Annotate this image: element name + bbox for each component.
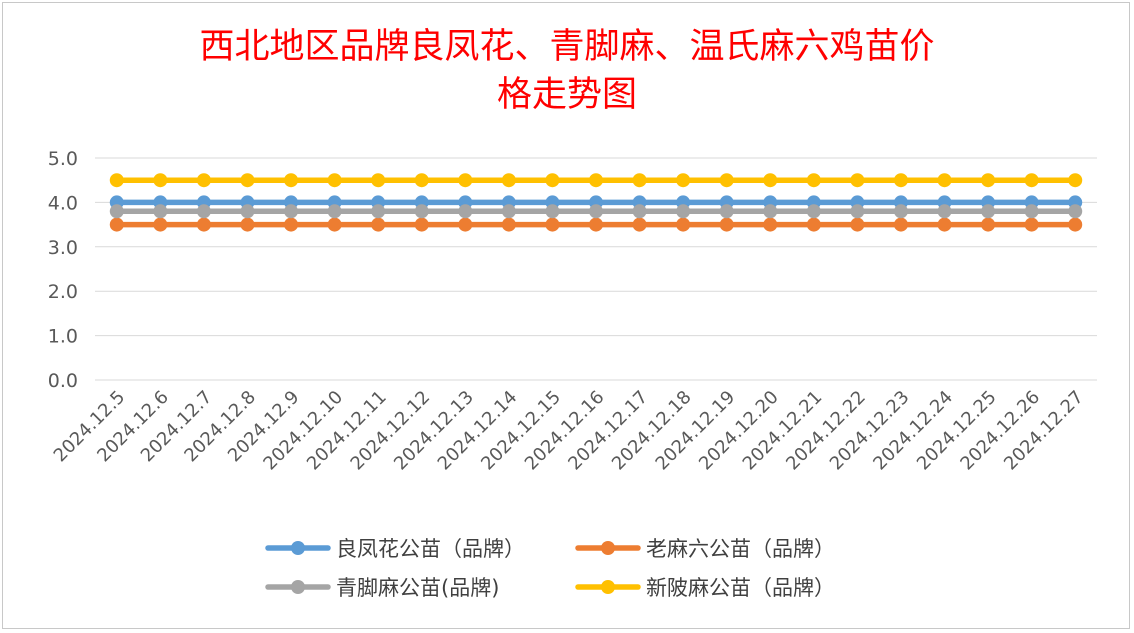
data-point [545,217,560,232]
data-point [109,204,124,219]
data-point [109,217,124,232]
data-point [371,204,386,219]
data-point [719,217,734,232]
legend-label: 老麻六公苗（品牌） [646,537,835,561]
data-point [676,204,691,219]
data-point [284,173,299,188]
data-point [763,204,778,219]
y-tick-label: 2.0 [48,281,78,303]
data-point [1068,217,1083,232]
data-point [501,217,516,232]
data-point [632,217,647,232]
data-point [240,204,255,219]
data-point [501,204,516,219]
data-point [719,204,734,219]
data-point [109,173,124,188]
data-point [719,173,734,188]
y-tick-label: 1.0 [48,326,78,348]
data-point [1024,217,1039,232]
data-point [371,217,386,232]
legend-swatch-marker [291,541,305,555]
data-point [763,173,778,188]
legend-label: 良凤花公苗（品牌） [336,537,525,561]
data-point [153,204,168,219]
data-point [589,173,603,188]
chart-title-line: 格走势图 [497,75,637,115]
data-point [981,204,996,219]
data-point [893,217,908,232]
data-point [458,204,473,219]
data-point [196,173,211,188]
data-point [806,173,821,188]
legend-swatch-marker [291,580,305,594]
data-point [632,173,647,188]
data-point [632,204,647,219]
y-tick-label: 0.0 [48,370,78,392]
data-point [676,217,691,232]
data-point [371,173,386,188]
data-point [327,204,342,219]
legend-swatch-marker [601,580,615,594]
y-tick-label: 5.0 [48,148,78,170]
data-point [850,204,865,219]
y-tick-label: 4.0 [48,192,78,214]
data-point [240,217,255,232]
data-point [196,217,211,232]
data-point [981,173,996,188]
data-point [284,217,299,232]
data-point [981,217,996,232]
data-point [327,217,342,232]
data-point [937,217,952,232]
data-point [763,217,778,232]
data-point [458,173,473,188]
data-point [153,173,168,188]
legend-label: 青脚麻公苗(品牌) [336,576,499,600]
data-point [153,217,168,232]
data-point [850,217,865,232]
chart-title-line: 西北地区品牌良凤花、青脚麻、温氏麻六鸡苗价 [199,27,934,67]
data-point [414,217,429,232]
data-point [893,173,908,188]
data-point [1024,173,1039,188]
data-point [501,173,516,188]
data-point [937,204,952,219]
legend-label: 新陂麻公苗（品牌） [646,576,835,600]
data-point [545,204,560,219]
data-point [806,217,821,232]
data-point [806,204,821,219]
data-point [414,173,429,188]
data-point [414,204,429,219]
legend-swatch-marker [601,541,615,555]
data-point [284,204,299,219]
data-point [327,173,342,188]
data-point [676,173,691,188]
data-point [589,217,603,232]
data-point [850,173,865,188]
data-point [1068,204,1083,219]
y-tick-label: 3.0 [48,237,78,259]
data-point [589,204,603,219]
data-point [937,173,952,188]
data-point [240,173,255,188]
data-point [1068,173,1083,188]
data-point [893,204,908,219]
data-point [545,173,560,188]
data-point [196,204,211,219]
data-point [458,217,473,232]
data-point [1024,204,1039,219]
